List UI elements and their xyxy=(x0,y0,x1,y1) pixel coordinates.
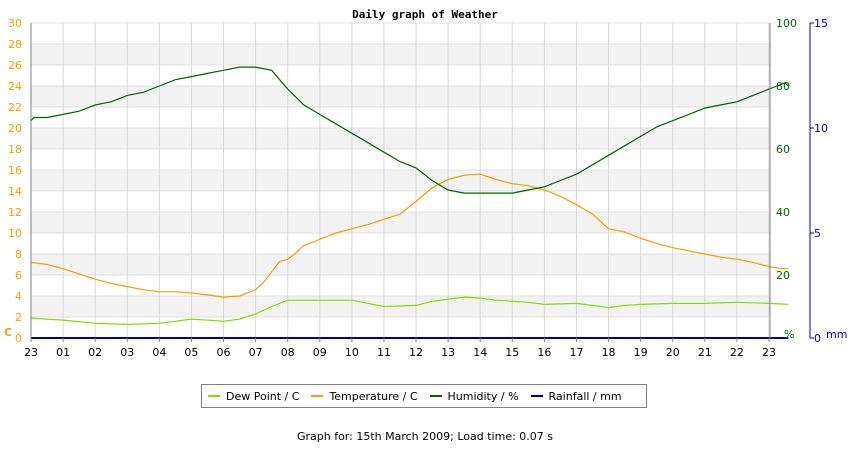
legend-item: Rainfall / mm xyxy=(530,389,622,403)
legend-swatch xyxy=(429,395,442,397)
left-tick-label: 0 xyxy=(15,332,22,345)
plot-band xyxy=(31,254,769,275)
x-tick-label: 09 xyxy=(313,346,327,359)
legend-label: Rainfall / mm xyxy=(548,389,622,403)
x-tick-label: 11 xyxy=(377,346,391,359)
axes: 024681012141618202224262830C20406080100%… xyxy=(4,17,847,359)
plot-band xyxy=(31,317,769,338)
left-tick-label: 20 xyxy=(8,122,22,135)
grid-lines xyxy=(30,22,770,339)
legend-label: Humidity / % xyxy=(447,389,519,403)
left-tick-label: 30 xyxy=(8,17,22,30)
legend-item: Temperature / C xyxy=(311,389,418,403)
legend: Dew Point / C Temperature / C Humidity / %… xyxy=(201,384,647,408)
rainfall-tick-label: 5 xyxy=(814,227,821,240)
x-tick-label: 07 xyxy=(249,346,263,359)
plot-band xyxy=(31,170,769,191)
x-tick-label: 01 xyxy=(56,346,70,359)
left-tick-label: 18 xyxy=(8,143,22,156)
rainfall-tick-label: 10 xyxy=(814,122,828,135)
plot-band xyxy=(31,128,769,149)
legend-label: Dew Point / C xyxy=(226,389,300,403)
plot-band xyxy=(31,233,769,254)
legend-label: Temperature / C xyxy=(329,389,418,403)
x-tick-label: 04 xyxy=(152,346,166,359)
x-tick-label: 02 xyxy=(88,346,102,359)
x-tick-label: 13 xyxy=(441,346,455,359)
x-tick-label: 16 xyxy=(537,346,551,359)
plot-band xyxy=(31,212,769,233)
x-tick-label: 03 xyxy=(120,346,134,359)
left-unit-label: C xyxy=(4,326,12,339)
legend-swatch xyxy=(530,395,543,397)
left-tick-label: 6 xyxy=(15,269,22,282)
plot-band xyxy=(31,191,769,212)
x-tick-label: 23 xyxy=(762,346,776,359)
left-tick-label: 10 xyxy=(8,227,22,240)
left-tick-label: 12 xyxy=(8,206,22,219)
humidity-tick-label: 80 xyxy=(776,80,790,93)
x-tick-label: 05 xyxy=(184,346,198,359)
left-tick-label: 14 xyxy=(8,185,22,198)
x-tick-label: 10 xyxy=(345,346,359,359)
humidity-tick-label: 100 xyxy=(776,17,797,30)
legend-swatch xyxy=(208,395,220,397)
footer-text: Graph for: 15th March 2009; Load time: 0… xyxy=(296,430,554,443)
left-tick-label: 8 xyxy=(15,248,22,261)
x-tick-label: 23 xyxy=(24,346,38,359)
plot-band xyxy=(31,107,769,128)
chart-title: Daily graph of Weather xyxy=(352,8,498,21)
plot-band xyxy=(31,275,769,296)
left-tick-label: 24 xyxy=(8,80,22,93)
x-tick-label: 18 xyxy=(602,346,616,359)
series-lines xyxy=(30,66,789,339)
left-tick-label: 28 xyxy=(8,38,22,51)
left-tick-label: 26 xyxy=(8,59,22,72)
rainfall-unit-label: mm xyxy=(826,328,847,341)
legend-item: Dew Point / C xyxy=(208,390,299,403)
x-tick-label: 06 xyxy=(217,346,231,359)
x-tick-label: 22 xyxy=(730,346,744,359)
plot-band xyxy=(31,149,769,170)
series-line-1 xyxy=(30,173,789,298)
left-tick-label: 2 xyxy=(15,311,22,324)
series-line-0 xyxy=(30,296,789,326)
legend-swatch xyxy=(311,395,324,397)
x-tick-label: 14 xyxy=(473,346,487,359)
humidity-tick-label: 40 xyxy=(776,206,790,219)
left-tick-label: 16 xyxy=(8,164,22,177)
series-line-2 xyxy=(30,66,789,194)
x-tick-label: 20 xyxy=(666,346,680,359)
plot-band xyxy=(31,65,769,86)
x-tick-label: 17 xyxy=(569,346,583,359)
humidity-tick-label: 20 xyxy=(776,269,790,282)
humidity-tick-label: 60 xyxy=(776,143,790,156)
plot-band xyxy=(31,44,769,65)
left-tick-label: 4 xyxy=(15,290,22,303)
x-tick-label: 15 xyxy=(505,346,519,359)
rainfall-tick-label: 15 xyxy=(814,17,828,30)
x-tick-label: 19 xyxy=(634,346,648,359)
humidity-unit-label: % xyxy=(784,328,794,341)
x-tick-label: 08 xyxy=(281,346,295,359)
left-tick-label: 22 xyxy=(8,101,22,114)
x-tick-label: 12 xyxy=(409,346,423,359)
x-tick-label: 21 xyxy=(698,346,712,359)
plot-band xyxy=(31,86,769,107)
legend-item: Humidity / % xyxy=(429,389,519,403)
rainfall-tick-label: 0 xyxy=(814,332,821,345)
plot-background xyxy=(31,23,769,338)
plot-band xyxy=(31,23,769,44)
